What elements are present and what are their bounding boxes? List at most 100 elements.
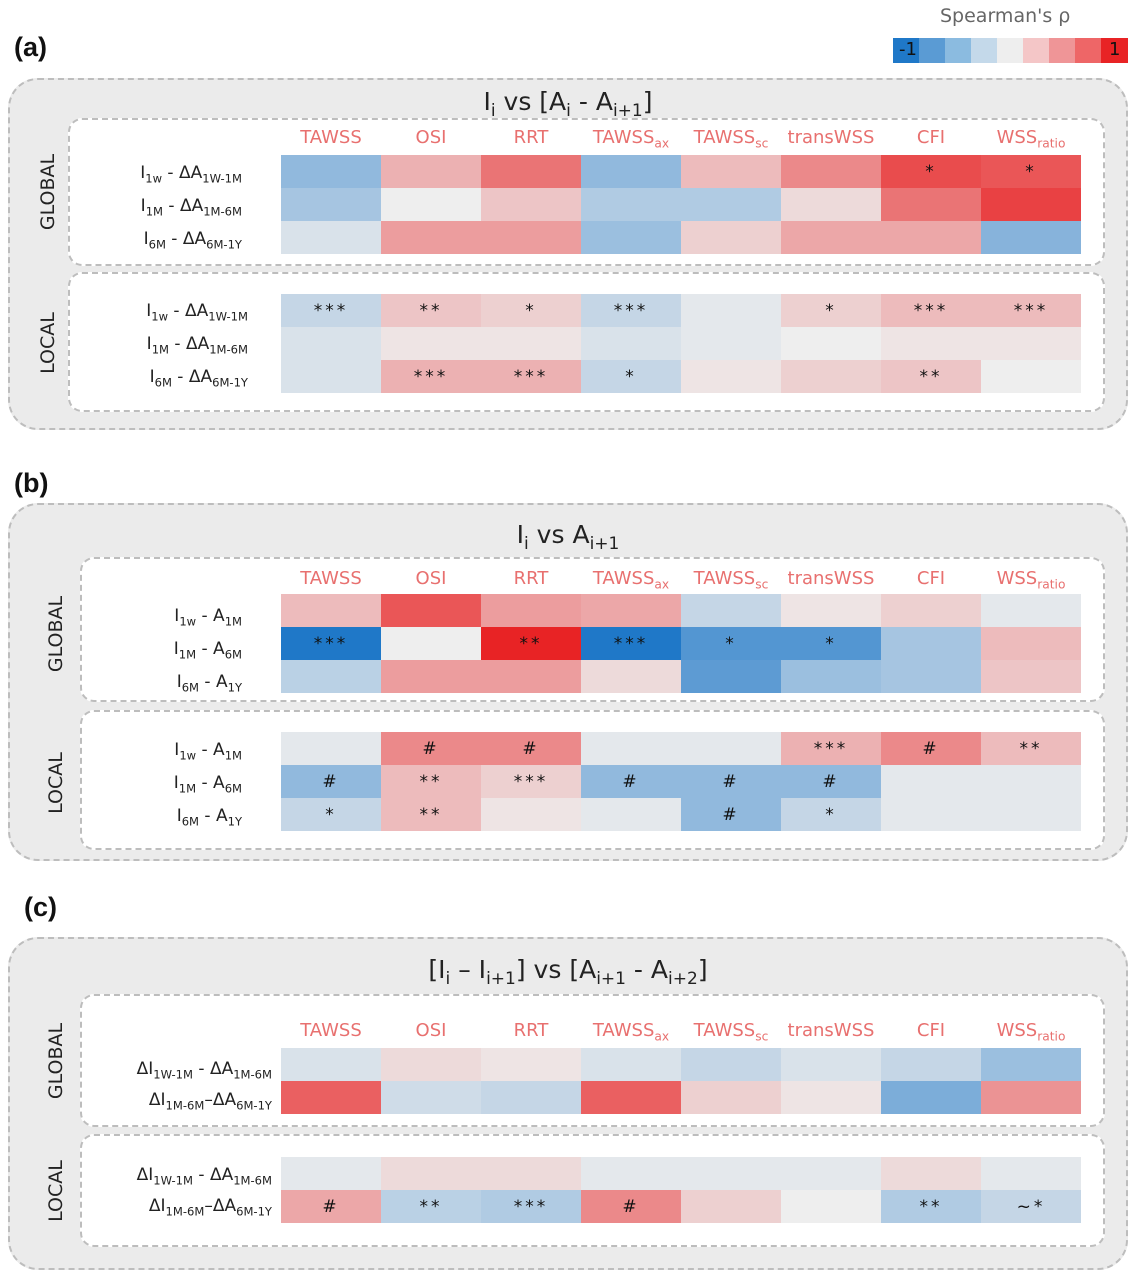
column-header-rrt: RRT [513,568,549,589]
heatmap-cell [281,1157,381,1190]
heatmap-cell [981,798,1081,831]
heatmap-cell: *** [381,360,481,393]
heatmap-cell [881,188,981,221]
heatmap-cell [881,765,981,798]
row-label: I1w - A1M [174,606,242,629]
heatmap-cell [281,155,381,188]
heatmap-cell [481,1048,581,1081]
heatmap-cell [881,627,981,660]
column-header-osi: OSI [415,127,447,148]
heatmap-cell [781,1048,881,1081]
panel-letter-c: (c) [24,892,57,922]
legend-swatch [1075,38,1102,63]
column-header-wssratio: WSSratio [996,127,1066,151]
row-label: ΔI1W-1M - ΔA1M-6M [136,1059,272,1082]
column-header-tawss: TAWSS [300,1020,362,1041]
heatmap-cell: # [681,798,781,831]
heatmap-cell [581,1081,681,1114]
column-header-osi: OSI [415,568,447,589]
heatmap-cell: * [681,627,781,660]
heatmap-cell [781,221,881,254]
heatmap-cell: * [781,627,881,660]
heatmap-cell [481,660,581,693]
row-label: I6M - ΔA6M-1Y [143,229,242,252]
heatmap-cell [981,627,1081,660]
panel-b-global-label: GLOBAL [45,595,67,673]
column-header-cfi: CFI [916,1020,946,1041]
column-header-tawssax: TAWSSax [592,127,670,151]
heatmap-cell: # [581,765,681,798]
heatmap-cell [881,660,981,693]
heatmap-cell [781,594,881,627]
heatmap-cell [781,1190,881,1223]
heatmap-cell [981,360,1081,393]
heatmap-cell [881,327,981,360]
heatmap-cell [981,1081,1081,1114]
heatmap-cell: *** [481,765,581,798]
heatmap-cell [281,1081,381,1114]
row-label: I1w - ΔA1W-1M [146,301,248,324]
legend-swatch [1049,38,1076,63]
row-label: ΔI1W-1M - ΔA1M-6M [136,1165,272,1188]
legend-swatch [893,38,920,63]
heatmap-cell: *** [281,627,381,660]
panel-a-title: Ii vs [Ai - Ai+1] [483,87,653,121]
heatmap-cell: # [281,1190,381,1223]
panel-a-global-label: GLOBAL [37,153,59,231]
panel-c-global-label: GLOBAL [45,1022,67,1100]
heatmap-cell [681,1157,781,1190]
heatmap-cell [881,1157,981,1190]
row-label: I1M - ΔA1M-6M [146,334,248,357]
heatmap-cell [681,594,781,627]
heatmap-cell [881,221,981,254]
heatmap-cell [481,1157,581,1190]
heatmap-cell [281,594,381,627]
row-label: I6M - A1Y [176,672,242,695]
heatmap-cell [581,1157,681,1190]
heatmap-cell [681,1048,781,1081]
heatmap-cell [681,294,781,327]
column-header-osi: OSI [415,1020,447,1041]
column-header-tawssax: TAWSSax [592,568,670,592]
heatmap-cell [981,594,1081,627]
heatmap-cell [281,732,381,765]
heatmap-cell: ** [381,765,481,798]
heatmap-cell: *** [981,294,1081,327]
heatmap-cell [881,1048,981,1081]
heatmap-cell [881,594,981,627]
heatmap-cell [481,155,581,188]
row-label: I1M - A6M [173,639,242,662]
heatmap-cell [381,155,481,188]
heatmap-cell [281,360,381,393]
heatmap-cell: * [981,155,1081,188]
column-header-tawssax: TAWSSax [592,1020,670,1044]
column-header-tawss: TAWSS [300,127,362,148]
heatmap-cell [581,327,681,360]
heatmap-cell [481,594,581,627]
heatmap-cell [381,627,481,660]
heatmap-cell [581,594,681,627]
column-header-transwss: transWSS [787,1020,875,1041]
heatmap-cell [981,327,1081,360]
heatmap-cell [681,155,781,188]
column-header-rrt: RRT [513,1020,549,1041]
heatmap-cell [581,660,681,693]
heatmap-cell: # [581,1190,681,1223]
heatmap-cell: # [281,765,381,798]
heatmap-cell [481,188,581,221]
heatmap-cell [381,1048,481,1081]
panel-letter-a: (a) [14,32,47,62]
heatmap-cell [381,1081,481,1114]
panel-c-local-label: LOCAL [45,1160,67,1222]
row-label: ΔI1M-6M–ΔA6M-1Y [148,1196,272,1219]
heatmap-cell [281,1048,381,1081]
heatmap-cell: * [781,294,881,327]
heatmap-cell [281,327,381,360]
heatmap-cell [781,660,881,693]
panel-c-title: [Ii – Ii+1] vs [Ai+1 - Ai+2] [428,955,708,989]
column-header-tawss: TAWSS [300,568,362,589]
column-header-tawsssc: TAWSSsc [693,1020,769,1044]
heatmap-cell [981,660,1081,693]
heatmap-cell [681,327,781,360]
heatmap-cell: * [781,798,881,831]
